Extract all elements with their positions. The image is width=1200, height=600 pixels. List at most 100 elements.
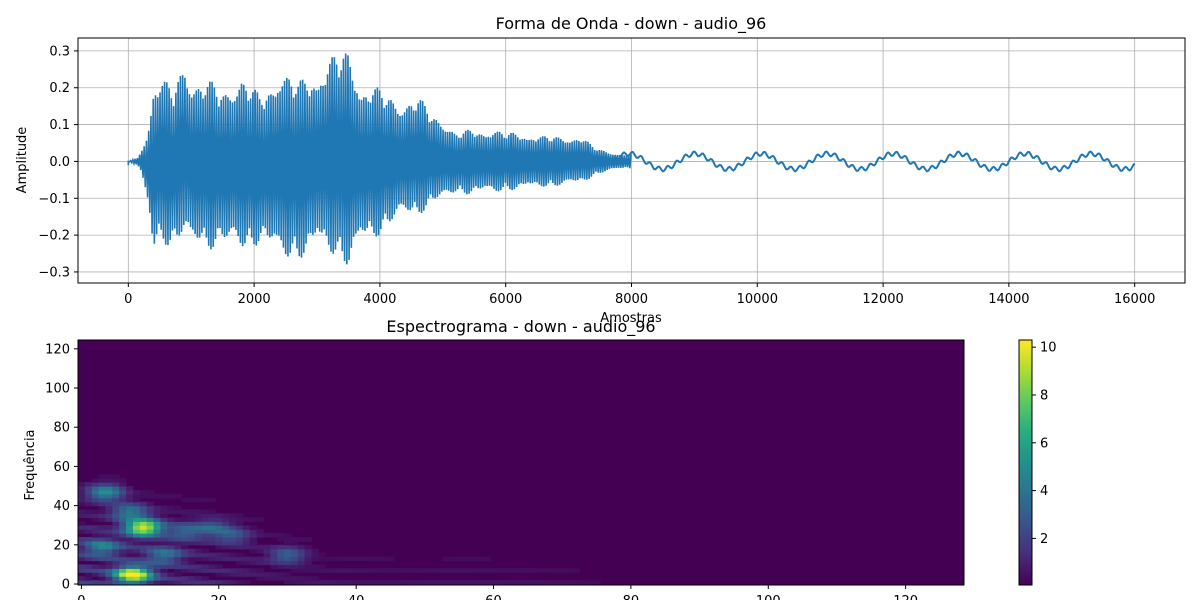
spectrogram-cell	[112, 493, 120, 499]
spectrogram-cell	[105, 482, 113, 487]
spectrogram-cell	[132, 501, 141, 507]
spectrogram-cell	[215, 572, 223, 577]
spectrogram-cell	[160, 521, 168, 526]
spectrogram-cell	[174, 493, 182, 499]
spectrogram-cell	[311, 568, 319, 573]
spectrogram-cell	[235, 572, 244, 577]
spectrogram-cell	[311, 552, 319, 558]
spectrogram-cell	[126, 576, 134, 581]
spectrogram-cell	[524, 580, 532, 585]
spectrogram-cell	[284, 560, 292, 566]
spectrogram-cell	[229, 517, 237, 522]
spectrogram-cell	[483, 580, 491, 585]
waveform-x-tick-label: 16000	[1114, 292, 1155, 307]
spectrogram-cell	[380, 568, 388, 573]
spectrogram-cell	[132, 556, 141, 562]
spectrogram-cell	[201, 517, 210, 522]
spectrogram-cell	[98, 505, 107, 511]
spectrogram-cell	[105, 548, 113, 554]
spectrogram-cell	[208, 580, 216, 585]
spectrogram-cell	[132, 544, 141, 550]
spectrogram-cell	[277, 544, 285, 550]
spectrogram-cell	[139, 564, 148, 569]
spectrogram-cell	[126, 509, 134, 515]
spectrogram-cell	[174, 533, 182, 538]
spectrogram-cell	[311, 556, 319, 562]
spectrogram-cell	[194, 576, 203, 581]
spectrogram-cell	[126, 501, 134, 507]
spectrogram-cell	[78, 544, 86, 550]
spectrogram-cell	[84, 564, 93, 569]
spectrogram-cell	[235, 513, 244, 518]
spectrogram-cell	[256, 572, 265, 577]
spectrogram-cell	[119, 533, 127, 538]
spectrogram-cell	[194, 552, 203, 558]
spectrogram-x-tick-label: 40	[348, 594, 365, 600]
waveform-x-tick-label: 8000	[615, 292, 648, 307]
spectrogram-cell	[215, 525, 223, 530]
spectrogram-cell	[235, 568, 244, 573]
spectrogram-axes-frame	[77, 339, 965, 586]
waveform-grid	[78, 38, 1185, 283]
spectrogram-cell	[112, 525, 120, 530]
spectrogram-cell	[242, 517, 251, 522]
spectrogram-cell	[325, 556, 333, 562]
spectrogram-cell	[146, 560, 155, 566]
spectrogram-cell	[235, 544, 244, 550]
spectrogram-cell	[91, 572, 100, 577]
spectrogram-x-tick-label: 20	[211, 594, 228, 600]
spectrogram-cell	[215, 564, 223, 569]
spectrogram-cell	[146, 580, 155, 585]
spectrogram-cell	[297, 552, 306, 558]
spectrogram-y-tick-label: 40	[53, 499, 70, 514]
spectrogram-cell	[476, 580, 484, 585]
waveform-x-tick-label: 12000	[862, 292, 903, 307]
spectrogram-cell	[215, 529, 223, 534]
spectrogram-cell	[139, 517, 148, 522]
spectrogram-cell	[174, 536, 182, 542]
spectrogram-cell	[442, 568, 450, 573]
spectrogram-cell	[229, 556, 237, 562]
spectrogram-cell	[112, 572, 120, 577]
spectrogram-cell	[201, 552, 210, 558]
spectrogram-y-tick-label: 120	[45, 342, 70, 357]
spectrogram-cell	[132, 505, 141, 511]
spectrogram-cell	[181, 533, 189, 538]
spectrogram-cell	[78, 540, 86, 546]
spectrogram-cell	[256, 560, 265, 566]
spectrogram-cell	[290, 544, 299, 550]
spectrogram-cell	[78, 556, 86, 562]
spectrogram-cell	[91, 517, 100, 522]
spectrogram-cell	[146, 493, 155, 499]
spectrogram-cells	[78, 474, 601, 585]
spectrogram-cell	[105, 517, 113, 522]
spectrogram-cell	[284, 544, 292, 550]
spectrogram-cell	[277, 552, 285, 558]
spectrogram-cell	[194, 529, 203, 534]
spectrogram-cell	[105, 556, 113, 562]
spectrogram-cell	[517, 568, 526, 573]
spectrogram-cell	[126, 533, 134, 538]
spectrogram-cell	[256, 556, 265, 562]
spectrogram-cell	[393, 580, 402, 585]
spectrogram-cell	[119, 544, 127, 550]
spectrogram-cell	[187, 521, 196, 526]
spectrogram-cell	[167, 505, 175, 511]
spectrogram-cell	[112, 486, 120, 491]
spectrogram-cell	[235, 525, 244, 530]
spectrogram-cell	[462, 556, 471, 562]
spectrogram-cell	[194, 533, 203, 538]
spectrogram-cell	[194, 509, 203, 515]
spectrogram-cell	[84, 556, 93, 562]
spectrogram-cell	[242, 525, 251, 530]
spectrogram-cell	[208, 529, 216, 534]
spectrogram-cell	[545, 580, 553, 585]
spectrogram-cell	[366, 568, 374, 573]
spectrogram-cell	[98, 544, 107, 550]
waveform-y-label: Amplitude	[15, 127, 30, 194]
spectrogram-cell	[91, 529, 100, 534]
spectrogram-cell	[304, 564, 313, 569]
spectrogram-cell	[235, 552, 244, 558]
spectrogram-cell	[242, 536, 251, 542]
spectrogram-cell	[174, 544, 182, 550]
